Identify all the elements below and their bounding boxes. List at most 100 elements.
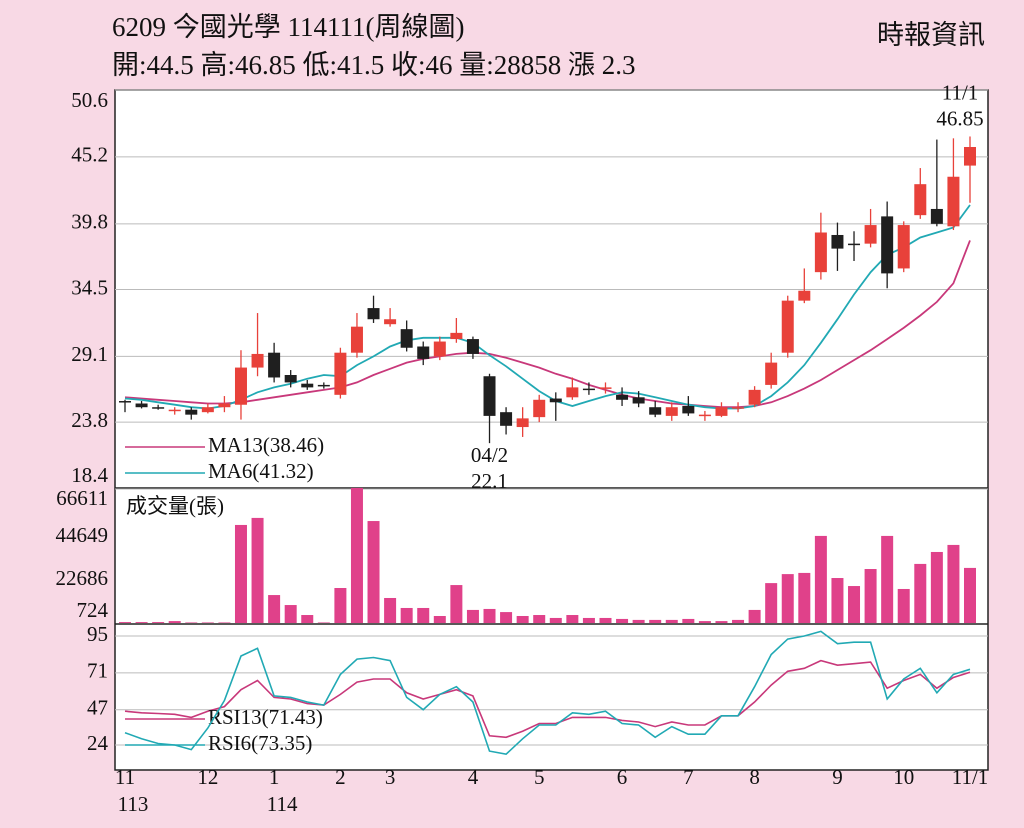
candle-body — [781, 300, 794, 353]
volume-label: 成交量(張) — [126, 494, 224, 518]
y-tick-label: 47 — [87, 696, 108, 720]
candle-body — [947, 176, 960, 227]
candle-body — [549, 398, 562, 403]
annotation-value: 46.85 — [936, 106, 983, 130]
volume-bar — [765, 583, 778, 623]
legend-label: RSI13(71.43) — [208, 705, 323, 729]
volume-bar — [201, 622, 214, 623]
candle-body — [732, 407, 745, 409]
volume-bar — [384, 597, 397, 623]
x-tick-label: 4 — [468, 765, 479, 789]
candle-body — [814, 232, 827, 273]
x-tick-label: 10 — [893, 765, 914, 789]
candle-body — [483, 376, 496, 416]
volume-bar — [781, 574, 794, 623]
x-tick-label: 11 — [115, 765, 135, 789]
volume-bar — [350, 487, 363, 623]
volume-bar — [632, 619, 645, 623]
annotation-value: 22.1 — [471, 469, 508, 493]
volume-bar — [566, 615, 579, 623]
candle-body — [616, 394, 629, 400]
rsi-line — [124, 630, 971, 756]
volume-bar — [964, 567, 976, 623]
candle-body — [119, 401, 131, 403]
candle-body — [201, 407, 214, 413]
volume-bar — [251, 517, 264, 623]
volume-bar — [466, 609, 479, 623]
ma-line — [124, 204, 971, 410]
candle-body — [533, 399, 546, 418]
volume-bar — [152, 622, 165, 623]
x-tick-label: 3 — [385, 765, 396, 789]
candle-body — [168, 409, 181, 412]
candle-body — [715, 407, 728, 416]
chart-subtitle: 開:44.5 高:46.85 低:41.5 收:46 量:28858 漲 2.3 — [112, 50, 636, 80]
volume-bar — [168, 621, 181, 623]
volume-bar — [218, 622, 231, 623]
volume-bar — [483, 608, 496, 623]
candle-body — [864, 225, 877, 244]
volume-bar — [814, 535, 827, 623]
y-tick-label: 22686 — [56, 566, 109, 590]
candle-body — [135, 403, 148, 408]
y-tick-label: 29.1 — [71, 342, 108, 366]
volume-bar — [682, 618, 695, 623]
candle-body — [599, 387, 612, 389]
y-tick-label: 34.5 — [71, 275, 108, 299]
y-tick-label: 45.2 — [71, 143, 108, 167]
candle-body — [152, 407, 165, 409]
volume-bar — [897, 588, 910, 623]
x-tick-label: 7 — [683, 765, 694, 789]
volume-bar — [947, 544, 960, 623]
volume-bar — [500, 612, 513, 623]
legend-label: RSI6(73.35) — [208, 731, 312, 755]
volume-bar — [185, 622, 198, 623]
candle-body — [964, 147, 976, 166]
volume-bar — [400, 607, 413, 623]
volume-bar — [433, 615, 446, 623]
candle-body — [698, 414, 711, 417]
candle-body — [301, 383, 314, 388]
volume-bar — [864, 569, 877, 623]
volume-bar — [582, 617, 595, 623]
x-tick-label: 1 — [269, 765, 280, 789]
candle-body — [400, 329, 413, 348]
volume-bar — [881, 535, 894, 623]
candle-body — [251, 353, 264, 368]
x-year-label: 113 — [118, 792, 149, 816]
candle-body — [765, 362, 778, 385]
candle-body — [450, 332, 463, 340]
y-tick-label: 724 — [77, 598, 109, 622]
candle-body — [682, 405, 695, 414]
candle-body — [334, 352, 347, 395]
candle-body — [582, 388, 595, 391]
candle-body — [234, 367, 247, 405]
candle-body — [516, 418, 529, 428]
candle-body — [632, 397, 645, 404]
candle-body — [500, 412, 513, 426]
volume-bar — [616, 618, 629, 623]
annotation-label: 04/2 — [471, 443, 508, 467]
volume-bar — [649, 619, 662, 623]
source: 時報資訊 — [877, 20, 985, 50]
chart-title: 6209 今國光學 114111(周線圖) — [112, 12, 464, 42]
volume-bar — [284, 605, 297, 623]
volume-bar — [234, 524, 247, 623]
y-tick-label: 18.4 — [71, 463, 108, 487]
x-tick-label: 8 — [749, 765, 760, 789]
candle-body — [848, 243, 861, 246]
y-tick-label: 44649 — [56, 523, 109, 547]
volume-bar — [599, 617, 612, 623]
x-tick-label: 12 — [197, 765, 218, 789]
x-year-label: 114 — [267, 792, 298, 816]
candle-body — [881, 216, 894, 274]
x-tick-label: 2 — [335, 765, 346, 789]
volume-bar — [798, 572, 811, 623]
volume-bar — [119, 622, 131, 623]
candle-body — [665, 407, 678, 416]
volume-bar — [665, 619, 678, 623]
volume-bar — [317, 622, 330, 623]
volume-bar — [367, 521, 380, 623]
volume-bar — [301, 615, 314, 623]
